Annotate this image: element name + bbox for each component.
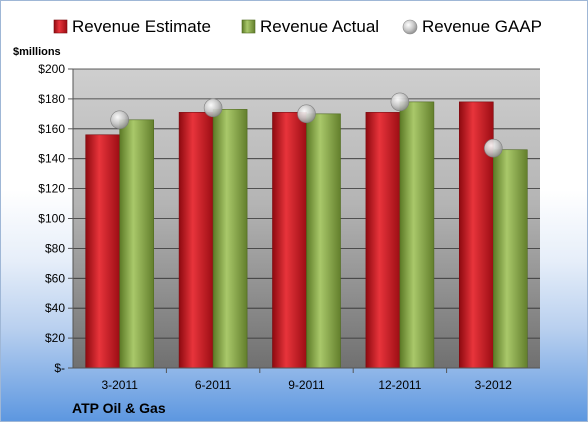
bar-revenue-actual-3-2012 <box>492 149 528 369</box>
bar-revenue-estimate-6-2011 <box>178 112 214 369</box>
x-tick-label: 6-2011 <box>195 378 232 392</box>
legend-swatch-revenue-actual <box>241 19 256 34</box>
company-label: ATP Oil & Gas <box>72 400 166 416</box>
bar-revenue-estimate-9-2011 <box>272 112 307 369</box>
bar-revenue-actual-6-2011 <box>212 109 248 369</box>
bar-revenue-actual-3-2011 <box>119 119 154 369</box>
legend-label-revenue-actual: Revenue Actual <box>260 17 379 36</box>
bars <box>85 101 528 369</box>
x-tick-label: 3-2012 <box>475 378 513 392</box>
y-axis-unit-label: $millions <box>13 46 61 58</box>
marker-revenue-gaap-3-2012 <box>483 138 503 158</box>
x-tick-label: 12-2011 <box>378 378 421 392</box>
legend: Revenue Estimate Revenue Actual Revenue … <box>53 17 542 36</box>
y-tick-label: $- <box>54 361 65 375</box>
y-tick-label: $100 <box>38 212 65 226</box>
y-tick-label: $40 <box>45 301 65 315</box>
marker-revenue-gaap-12-2011 <box>390 92 410 112</box>
gaap-markers <box>110 92 503 158</box>
legend-swatch-revenue-gaap <box>402 19 418 35</box>
y-tick-label: $80 <box>45 241 65 255</box>
y-tick-label: $200 <box>38 62 65 76</box>
bar-revenue-estimate-3-2011 <box>85 134 120 369</box>
y-tick-label: $120 <box>38 182 65 196</box>
marker-revenue-gaap-6-2011 <box>203 98 223 118</box>
y-tick-label: $20 <box>45 331 65 345</box>
legend-label-revenue-gaap: Revenue GAAP <box>422 17 542 36</box>
y-tick-label: $140 <box>38 152 65 166</box>
y-axis-ticks: $- $20 $40 $60 $80 $100 $120 $140 $160 $180 $200 <box>38 62 74 375</box>
legend-label-revenue-estimate: Revenue Estimate <box>72 17 211 36</box>
legend-swatch-revenue-estimate <box>53 19 68 34</box>
marker-revenue-gaap-3-2011 <box>110 110 129 130</box>
x-tick-label: 9-2011 <box>288 378 325 392</box>
bar-revenue-actual-9-2011 <box>306 113 341 369</box>
x-axis-ticks: 3-2011 6-2011 9-2011 12-2011 3-2012 <box>101 368 512 392</box>
y-tick-label: $60 <box>45 271 65 285</box>
x-tick-label: 3-2011 <box>101 378 138 392</box>
y-tick-label: $160 <box>38 122 65 136</box>
marker-revenue-gaap-9-2011 <box>297 104 316 124</box>
y-tick-label: $180 <box>38 92 65 106</box>
bar-revenue-estimate-12-2011 <box>365 112 401 369</box>
bar-revenue-actual-12-2011 <box>399 101 435 369</box>
